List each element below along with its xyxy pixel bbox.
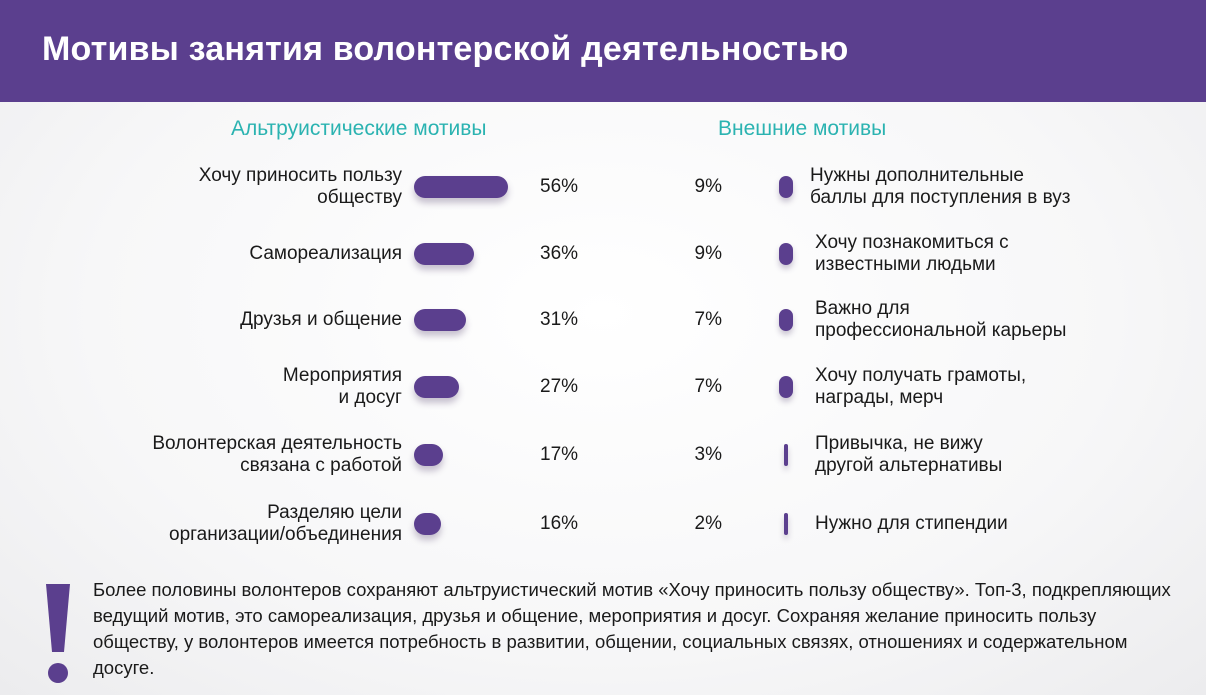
external-value-label: 7%	[694, 309, 722, 330]
altruistic-category-label: Самореализация	[249, 243, 402, 264]
altruistic-category-label: Разделяю цели организации/объединения	[169, 502, 402, 545]
altruistic-category-label: Мероприятия и досуг	[282, 365, 402, 408]
external-value-label: 9%	[694, 176, 722, 197]
page-title: Мотивы занятия волонтерской деятельность…	[42, 30, 849, 68]
altruistic-value-label: 56%	[540, 176, 579, 197]
external-value-label: 7%	[694, 376, 722, 397]
external-value-label: 2%	[694, 513, 722, 534]
altruistic-bar	[414, 309, 467, 331]
altruistic-bar	[414, 243, 475, 265]
altruistic-category-label: Хочу приносить пользу обществу	[198, 165, 402, 208]
summary-note-text: Более половины волонтеров сохраняют альт…	[93, 579, 1171, 678]
external-bar	[779, 309, 793, 331]
external-category-label: Хочу получать грамоты, награды, мерч	[815, 365, 1027, 408]
chart-title-altruistic: Альтруистические мотивы	[231, 117, 487, 140]
altruistic-value-label: 16%	[540, 513, 579, 534]
altruistic-value-label: 27%	[540, 376, 579, 397]
external-category-label: Нужно для стипендии	[815, 513, 1008, 534]
altruistic-value-label: 36%	[540, 243, 579, 264]
external-bar	[779, 376, 793, 398]
summary-note: Более половины волонтеров сохраняют альт…	[93, 577, 1183, 681]
altruistic-category-label: Волонтерская деятельность связана с рабо…	[152, 433, 402, 476]
external-value-label: 9%	[694, 243, 722, 264]
altruistic-value-label: 17%	[540, 444, 579, 465]
external-category-label: Хочу познакомиться с известными людьми	[815, 232, 1009, 275]
external-category-label: Важно для профессиональной карьеры	[815, 298, 1067, 341]
altruistic-bar	[414, 444, 443, 466]
altruistic-bar	[414, 376, 460, 398]
external-category-label: Привычка, не вижу другой альтернативы	[815, 433, 1003, 476]
external-bar	[784, 513, 788, 535]
altruistic-bar	[414, 176, 508, 198]
altruistic-bar	[414, 513, 441, 535]
chart-title-external: Внешние мотивы	[718, 117, 887, 140]
altruistic-category-label: Друзья и общение	[240, 309, 402, 330]
external-bar	[779, 176, 793, 198]
external-category-label: Нужны дополнительные баллы для поступлен…	[810, 165, 1071, 208]
exclamation-icon	[46, 584, 70, 683]
header-bar: Мотивы занятия волонтерской деятельность…	[0, 0, 1206, 102]
external-value-label: 3%	[694, 444, 722, 465]
altruistic-value-label: 31%	[540, 309, 579, 330]
external-bar	[784, 444, 788, 466]
external-bar	[779, 243, 793, 265]
